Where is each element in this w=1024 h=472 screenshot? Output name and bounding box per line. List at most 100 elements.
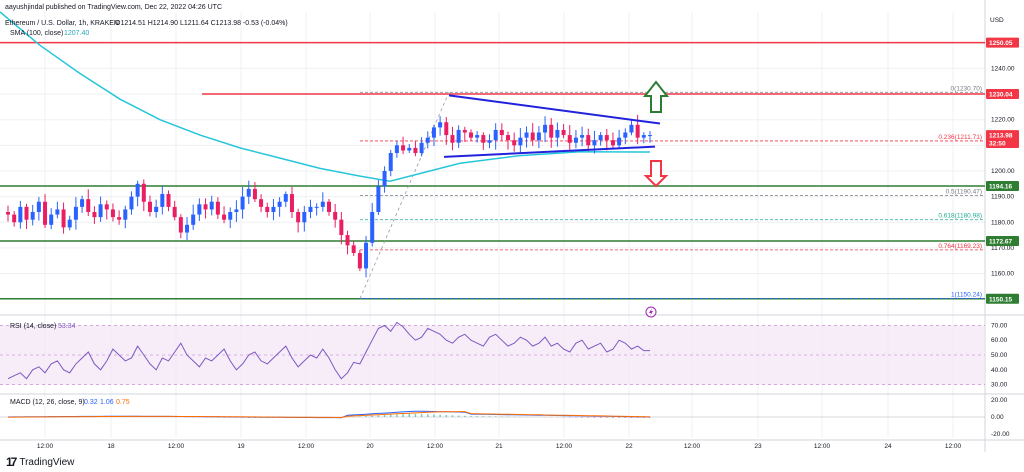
macd-value-1: 0.32 <box>84 399 98 406</box>
lightning-icon[interactable] <box>645 306 657 318</box>
time-tick-label: 12:00 <box>168 443 185 450</box>
candle-body <box>499 129 504 136</box>
price-tag <box>986 236 1019 247</box>
candle-body <box>30 212 35 220</box>
candle-body <box>425 137 430 143</box>
candle-body <box>635 124 640 138</box>
price-axis[interactable]: 1240.001230.001220.001210.001200.001190.… <box>986 37 1019 438</box>
rsi-value: 53.34 <box>58 323 76 330</box>
time-tick-label: 12:00 <box>427 443 444 450</box>
candle-body <box>555 129 560 138</box>
macd-label[interactable]: MACD (12, 26, close, 9) <box>10 399 85 406</box>
price-tag-label: 1194.16 <box>989 183 1013 190</box>
candle-body <box>215 201 220 215</box>
rsi-tick-label: 60.00 <box>991 337 1008 344</box>
candle-body <box>80 199 85 207</box>
candle-body <box>610 140 615 146</box>
candle-body <box>475 135 480 138</box>
candle-body <box>197 204 202 215</box>
triangle-upper-line <box>448 94 661 125</box>
candle-body <box>277 201 282 207</box>
candle-body <box>172 206 177 218</box>
candle-body <box>55 209 60 215</box>
candle-body <box>604 135 609 141</box>
candle-body <box>524 132 529 138</box>
fib-label: 0.5(1190.47) <box>946 188 982 195</box>
candle-body <box>456 129 461 143</box>
price-tag <box>986 37 1019 48</box>
candle-body <box>160 194 165 207</box>
candle-body <box>36 201 41 212</box>
sma-value: 1207.40 <box>64 30 89 37</box>
candle-body <box>12 214 17 223</box>
candle-body <box>228 212 233 220</box>
time-tick-label: 21 <box>495 443 503 450</box>
candle-body <box>110 209 115 218</box>
candle-body <box>419 142 424 154</box>
candle-body <box>283 194 288 202</box>
time-tick-label: 12:00 <box>556 443 573 450</box>
candle-body <box>18 206 23 223</box>
candle-body <box>302 212 307 223</box>
candle-body <box>345 235 350 246</box>
drawings <box>443 80 670 188</box>
candle-body <box>320 201 325 207</box>
candle-body <box>413 147 418 154</box>
time-tick-label: 18 <box>107 443 115 450</box>
candle-body <box>549 124 554 138</box>
sma-label[interactable]: SMA (100, close) <box>10 30 63 37</box>
brand-name: TradingView <box>19 456 75 468</box>
candle-body <box>123 209 128 220</box>
macd-value-3: 0.75 <box>116 399 130 406</box>
price-tag <box>986 138 1019 149</box>
macd-tick-label: -20.00 <box>991 431 1010 438</box>
price-tag <box>986 180 1019 191</box>
candles <box>6 114 652 278</box>
time-tick-label: 20 <box>366 443 374 450</box>
candle-body <box>49 214 54 225</box>
candle-body <box>481 135 486 143</box>
time-axis[interactable]: 12:00 18 12:00 19 12:00 20 12:00 21 12:00 22 12:00… <box>37 443 962 450</box>
time-tick-label: 12:00 <box>945 443 962 450</box>
time-tick-label: 23 <box>754 443 762 450</box>
tradingview-logo[interactable]: 17 TradingView <box>6 455 74 469</box>
candle-body <box>370 212 375 243</box>
candle-body <box>518 137 523 146</box>
fib-label: 0(1230.70) <box>951 85 982 92</box>
time-tick-label: 12:00 <box>814 443 831 450</box>
ohlc-readout: O1214.51 H1214.90 L1211.64 C1213.98 -0.5… <box>115 20 288 27</box>
candle-body <box>623 132 628 138</box>
price-tick-label: 1160.00 <box>991 271 1014 278</box>
rsi-line <box>7 321 650 380</box>
time-tick-label: 24 <box>884 443 892 450</box>
candle-body <box>296 212 301 223</box>
candle-body <box>6 212 10 215</box>
candle-body <box>67 219 72 228</box>
candle-body <box>259 199 264 207</box>
candle-body <box>117 217 122 220</box>
candle-body <box>327 201 331 212</box>
fib-label: 0.618(1180.98) <box>938 213 982 220</box>
candle-body <box>333 212 338 220</box>
candle-body <box>388 153 393 171</box>
symbol-title[interactable]: Ethereum / U.S. Dollar, 1h, KRAKEN <box>5 20 119 27</box>
candle-body <box>567 135 572 143</box>
candle-body <box>450 135 455 143</box>
candle-body <box>580 135 585 138</box>
price-tick-label: 1220.00 <box>991 117 1015 124</box>
candle-body <box>561 129 566 136</box>
price-tick-label: 1190.00 <box>991 194 1014 201</box>
candle-body <box>512 140 517 146</box>
price-tag <box>986 130 1019 141</box>
rsi-label[interactable]: RSI (14, close) <box>10 323 56 330</box>
candle-body <box>289 194 294 212</box>
price-tag-label: 1213.98 <box>989 133 1013 140</box>
candle-body <box>178 217 183 233</box>
candle-body <box>271 206 276 212</box>
tv-logo-icon: 17 <box>6 455 17 469</box>
candle-body <box>24 206 29 220</box>
candle-body <box>357 253 362 269</box>
candle-body <box>265 206 270 212</box>
macd-signal-line <box>7 411 651 418</box>
candle-body <box>382 170 387 187</box>
